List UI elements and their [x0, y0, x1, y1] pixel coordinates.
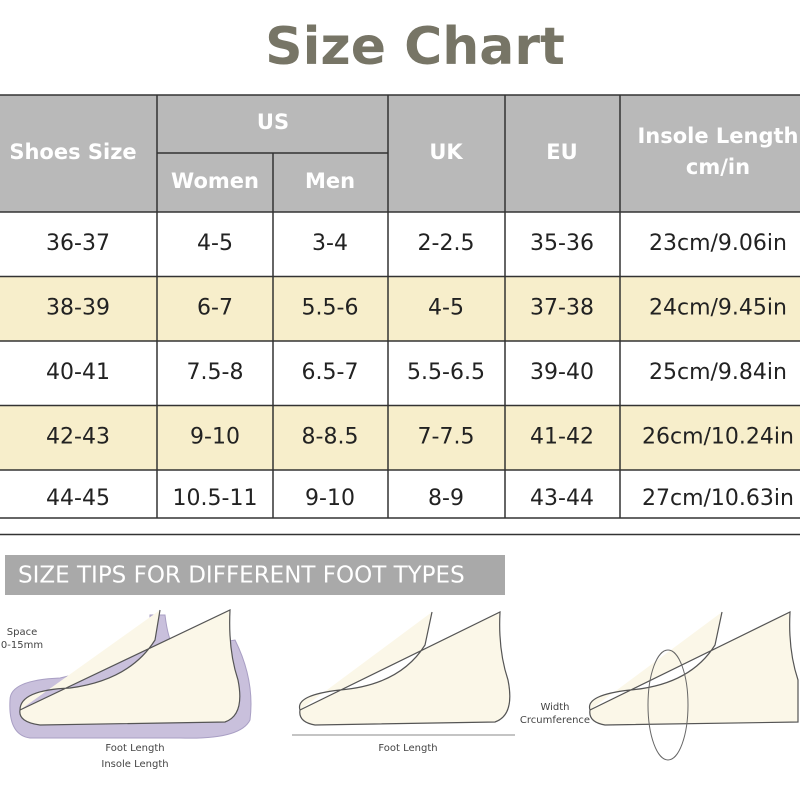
- table-cell: 6.5-7: [302, 360, 359, 385]
- fig1-label: Foot Length: [105, 743, 164, 754]
- table-cell: 7-7.5: [418, 425, 475, 450]
- circumference-ring: [647, 649, 689, 761]
- row-bg: [0, 212, 800, 277]
- table-cell: 5.5-6.5: [407, 360, 485, 385]
- header-cell: cm/in: [686, 155, 750, 179]
- header-cell: UK: [429, 140, 463, 164]
- table-cell: 8-8.5: [302, 425, 359, 450]
- table-cell: 8-9: [428, 486, 464, 511]
- header-cell: Insole Length: [637, 124, 798, 148]
- fig1-label: Space: [7, 627, 37, 638]
- table-cell: 10.5-11: [173, 486, 258, 511]
- table-cell: 42-43: [46, 425, 110, 450]
- title: Size Chart: [265, 17, 565, 77]
- fig3-label: Crcumference: [520, 715, 590, 726]
- row-bg: [0, 405, 800, 470]
- header-cell: Men: [305, 169, 355, 193]
- fig1-label: Insole Length: [101, 759, 168, 770]
- table-cell: 39-40: [530, 360, 594, 385]
- table-cell: 37-38: [530, 296, 594, 321]
- table-cell: 23cm/9.06in: [649, 231, 787, 256]
- header-cell: EU: [546, 140, 577, 164]
- row-bg: [0, 470, 800, 518]
- table-cell: 44-45: [46, 486, 110, 511]
- tips-title: SIZE TIPS FOR DIFFERENT FOOT TYPES: [18, 563, 465, 589]
- foot-2: [298, 611, 511, 726]
- table-cell: 35-36: [530, 231, 594, 256]
- table-cell: 27cm/10.63in: [642, 486, 794, 511]
- row-bg: [0, 341, 800, 406]
- fig1-label: 0-15mm: [1, 640, 43, 651]
- fig2-label: Foot Length: [378, 743, 437, 754]
- table-cell: 6-7: [197, 296, 233, 321]
- table-cell: 26cm/10.24in: [642, 425, 794, 450]
- table-cell: 40-41: [46, 360, 110, 385]
- table-cell: 24cm/9.45in: [649, 296, 787, 321]
- table-cell: 38-39: [46, 296, 110, 321]
- header-cell: Women: [171, 169, 259, 193]
- table-cell: 2-2.5: [418, 231, 475, 256]
- foot-1: [19, 609, 241, 726]
- table-cell: 3-4: [312, 231, 348, 256]
- table-cell: 41-42: [530, 425, 594, 450]
- table-cell: 36-37: [46, 231, 110, 256]
- table-cell: 9-10: [305, 486, 355, 511]
- tips-banner: [5, 555, 505, 595]
- table-cell: 4-5: [197, 231, 233, 256]
- header-bg: [0, 95, 800, 212]
- table-cell: 43-44: [530, 486, 594, 511]
- row-bg: [0, 276, 800, 341]
- table-cell: 9-10: [190, 425, 240, 450]
- table-cell: 7.5-8: [187, 360, 244, 385]
- header-cell: Shoes Size: [9, 140, 136, 164]
- table-cell: 4-5: [428, 296, 464, 321]
- fig3-label: Width: [540, 702, 569, 713]
- table-cell: 25cm/9.84in: [649, 360, 787, 385]
- table-cell: 5.5-6: [302, 296, 359, 321]
- header-cell: US: [257, 110, 289, 134]
- foot-3: [588, 611, 799, 726]
- size-table: Shoes Size US Women Men UK EU Insole Length cm/…: [0, 94, 800, 536]
